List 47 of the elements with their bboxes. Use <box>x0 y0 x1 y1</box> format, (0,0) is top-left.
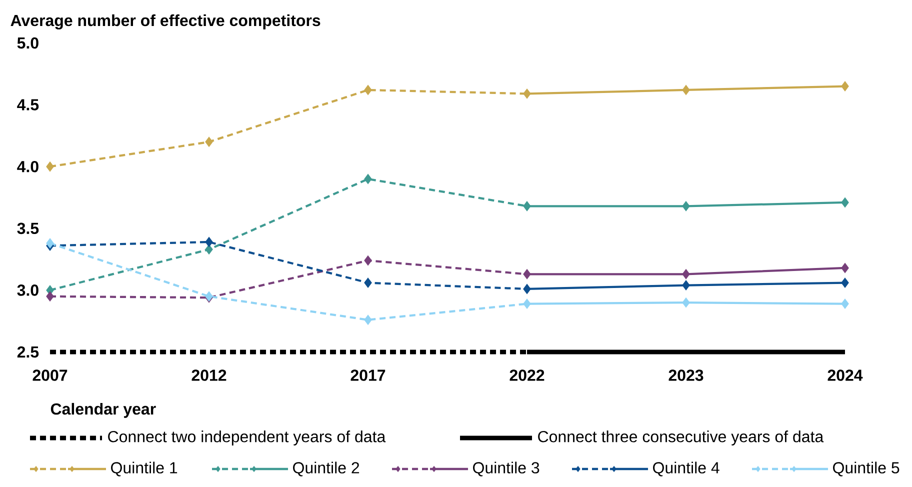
point <box>46 162 54 172</box>
point <box>523 298 531 309</box>
y-tick-label: 3.0 <box>17 284 38 296</box>
point <box>523 269 531 280</box>
y-tick-label: 4.0 <box>17 160 38 172</box>
legend-label: Quintile 2 <box>293 462 360 476</box>
point <box>364 84 372 96</box>
y-tick-label: 5.0 <box>17 37 38 49</box>
point <box>364 278 372 288</box>
legend-label: Connect two independent years of data <box>108 430 386 446</box>
x-tick-label: 2022 <box>510 370 544 381</box>
x-tick-label: 2012 <box>192 370 226 381</box>
x-tick-label: 2024 <box>828 370 863 381</box>
point <box>841 298 849 309</box>
point <box>205 244 213 254</box>
point <box>46 238 54 248</box>
point <box>523 88 531 99</box>
point <box>364 255 372 266</box>
point <box>364 314 372 325</box>
x-tick-label: 2023 <box>668 370 704 381</box>
point <box>46 291 54 302</box>
point <box>841 278 849 288</box>
y-tick-label: 3.5 <box>17 222 39 234</box>
point <box>682 84 690 96</box>
point <box>523 284 531 294</box>
y-tick-label: 2.5 <box>17 346 39 358</box>
x-tick-label: 2017 <box>350 370 386 381</box>
point <box>841 197 849 208</box>
point <box>841 262 849 274</box>
point <box>682 297 690 308</box>
x-tick-label: 2007 <box>32 370 68 381</box>
point <box>682 269 690 280</box>
point <box>682 280 690 290</box>
point <box>523 201 531 212</box>
point <box>682 201 690 212</box>
y-axis-title: Average number of effective competitors <box>10 14 320 30</box>
legend-label: Quintile 5 <box>833 462 900 476</box>
legend-label: Quintile 4 <box>653 462 720 476</box>
point <box>364 174 372 184</box>
point <box>841 81 849 92</box>
point <box>205 236 213 248</box>
legend-label: Quintile 1 <box>111 462 178 476</box>
y-tick-label: 4.5 <box>17 99 39 110</box>
point <box>205 136 213 147</box>
legend-label: Connect three consecutive years of data <box>538 430 824 446</box>
x-axis-title: Calendar year <box>50 402 156 418</box>
legend-label: Quintile 3 <box>473 462 540 476</box>
